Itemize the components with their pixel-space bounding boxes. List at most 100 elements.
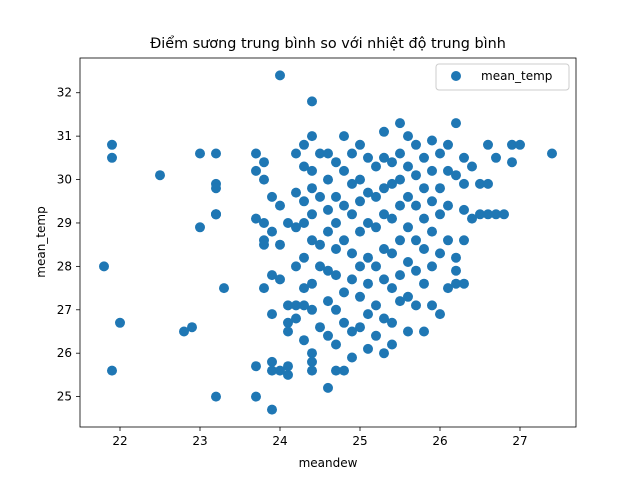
data-point xyxy=(339,317,349,328)
data-point xyxy=(267,404,277,415)
plot-frame xyxy=(79,57,577,428)
data-point xyxy=(291,148,301,159)
data-point xyxy=(283,317,293,328)
data-point xyxy=(307,209,317,220)
data-point xyxy=(339,235,349,246)
data-point xyxy=(395,118,405,129)
data-point xyxy=(331,270,341,281)
data-point xyxy=(299,283,309,294)
data-point xyxy=(379,313,389,324)
data-point xyxy=(275,200,285,211)
data-point xyxy=(299,161,309,172)
data-point xyxy=(371,222,381,233)
data-point xyxy=(387,157,397,168)
data-point xyxy=(411,170,421,181)
data-point xyxy=(307,165,317,176)
data-point xyxy=(331,157,341,168)
data-point xyxy=(331,244,341,254)
data-point xyxy=(347,209,357,220)
data-point xyxy=(315,239,325,250)
data-point xyxy=(395,296,405,307)
x-tick-label: 25 xyxy=(352,434,367,448)
data-point xyxy=(443,165,453,176)
data-point xyxy=(259,218,269,228)
data-point xyxy=(427,261,437,272)
data-point xyxy=(107,139,117,150)
data-point xyxy=(363,152,373,163)
data-point xyxy=(371,300,381,311)
data-point xyxy=(435,148,445,159)
data-point xyxy=(267,356,277,367)
data-point xyxy=(107,365,117,376)
data-point xyxy=(483,139,493,150)
data-point xyxy=(195,222,205,233)
data-point xyxy=(323,204,333,215)
data-point xyxy=(267,226,277,237)
data-point xyxy=(475,209,485,220)
data-point xyxy=(331,365,341,376)
data-point xyxy=(459,152,469,163)
legend: mean_temp xyxy=(435,63,570,91)
data-point xyxy=(403,222,413,233)
data-point xyxy=(363,187,373,198)
data-point xyxy=(291,187,301,198)
data-point xyxy=(395,270,405,281)
data-point xyxy=(323,148,333,159)
y-tick-label: 32 xyxy=(57,86,72,100)
data-point xyxy=(275,70,285,81)
data-point xyxy=(339,131,349,142)
data-points xyxy=(99,70,557,415)
data-point xyxy=(387,317,397,328)
data-point xyxy=(323,226,333,237)
data-point xyxy=(395,235,405,246)
data-point xyxy=(371,191,381,202)
data-point xyxy=(435,183,445,194)
data-point xyxy=(315,261,325,272)
data-point xyxy=(387,339,397,350)
data-point xyxy=(507,139,517,150)
data-point xyxy=(259,174,269,185)
data-point xyxy=(283,361,293,372)
data-point xyxy=(395,200,405,211)
data-point xyxy=(251,213,261,224)
data-point xyxy=(259,283,269,294)
data-point xyxy=(419,183,429,194)
data-point xyxy=(283,218,293,228)
data-point xyxy=(387,178,397,189)
data-point xyxy=(211,183,221,194)
data-point xyxy=(491,209,501,220)
data-point xyxy=(443,139,453,150)
data-point xyxy=(307,278,317,289)
x-tick-label: 23 xyxy=(192,434,207,448)
data-point xyxy=(291,313,301,324)
data-point xyxy=(219,283,229,294)
data-point xyxy=(395,148,405,159)
data-point xyxy=(443,283,453,294)
data-point xyxy=(499,209,509,220)
data-point xyxy=(331,218,341,228)
data-point xyxy=(275,365,285,376)
data-point xyxy=(155,170,165,181)
data-point xyxy=(179,326,189,337)
x-axis-ticks: 22 23 24 25 26 27 xyxy=(112,427,528,448)
data-point xyxy=(459,204,469,215)
data-point xyxy=(387,213,397,224)
data-point xyxy=(323,265,333,276)
data-point xyxy=(291,300,301,311)
x-tick-label: 24 xyxy=(272,434,287,448)
legend-marker xyxy=(451,71,461,81)
data-point xyxy=(403,257,413,267)
data-point xyxy=(403,131,413,142)
data-point xyxy=(491,152,501,163)
data-point xyxy=(379,244,389,254)
data-point xyxy=(419,213,429,224)
data-point xyxy=(411,139,421,150)
data-point xyxy=(379,152,389,163)
data-point xyxy=(187,322,197,333)
data-point xyxy=(363,343,373,354)
data-point xyxy=(307,304,317,315)
data-point xyxy=(355,174,365,185)
data-point xyxy=(379,274,389,285)
data-point xyxy=(307,183,317,194)
data-point xyxy=(427,300,437,311)
